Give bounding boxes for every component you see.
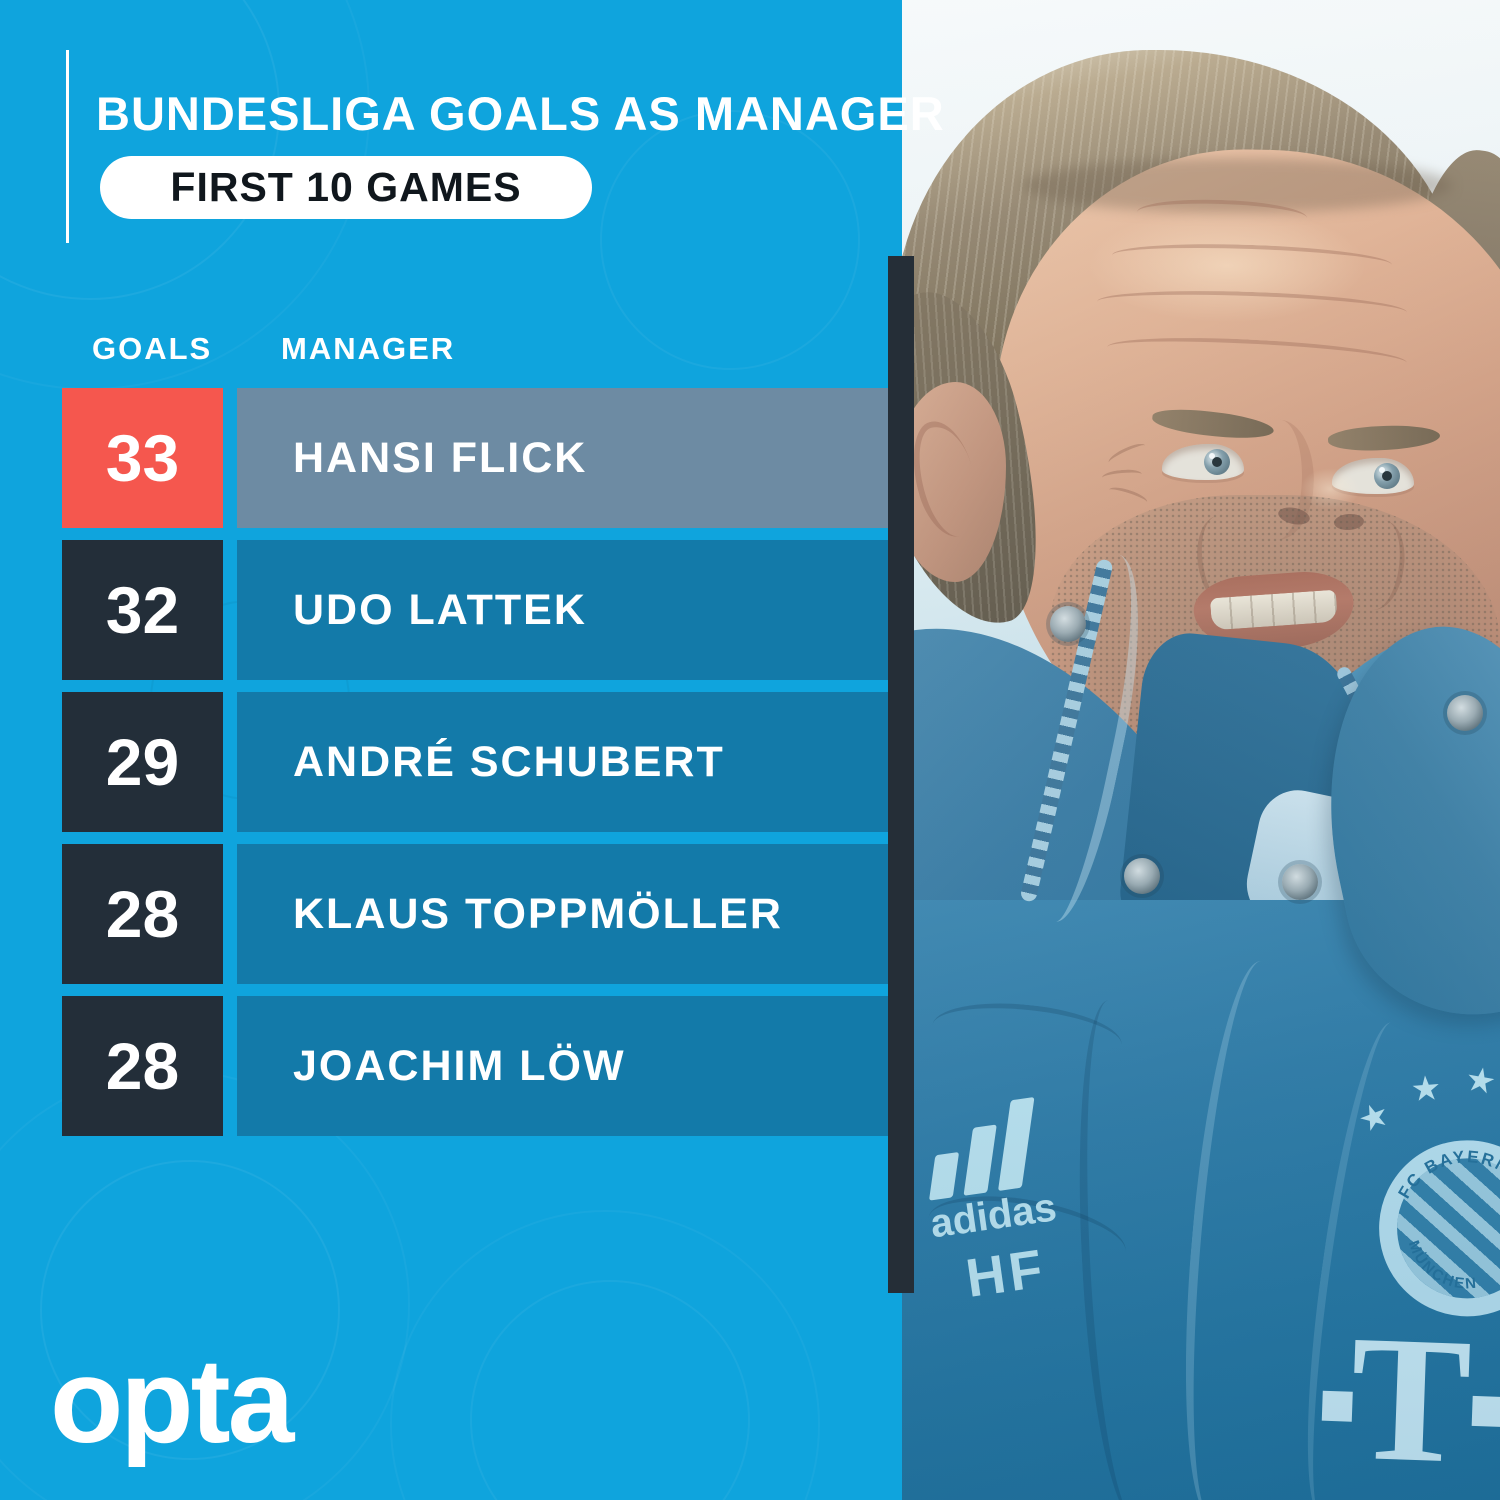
photo-ear (902, 382, 1006, 582)
photo-teeth (1209, 589, 1338, 631)
goals-value-box: 33 (62, 388, 223, 528)
subtitle-badge: FIRST 10 GAMES (100, 156, 592, 219)
goals-value: 28 (105, 1029, 180, 1103)
adidas-stripe-icon (963, 1124, 997, 1196)
photo-nose-highlight (1300, 468, 1360, 510)
manager-name: KLAUS TOPPMÖLLER (293, 889, 783, 938)
photo-forehead-highlight (1087, 208, 1367, 323)
goals-value-box: 28 (62, 844, 223, 984)
goals-value: 28 (105, 877, 180, 951)
column-header-goals: GOALS (92, 331, 213, 366)
goals-value: 32 (105, 573, 180, 647)
manager-name-bar: ANDRÉ SCHUBERT (237, 692, 888, 832)
opta-logo: opta (50, 1334, 294, 1468)
photo-eye-glint (1209, 453, 1215, 459)
photo-snap-button (1282, 864, 1318, 900)
manager-name: JOACHIM LÖW (293, 1041, 626, 1090)
photo-hairline-shadow (1022, 158, 1452, 213)
photo-pupil (1382, 471, 1392, 481)
goals-value-box: 29 (62, 692, 223, 832)
decorative-ring (600, 110, 860, 370)
manager-initials: HF (962, 1238, 1050, 1309)
photo-edge-bar (888, 256, 914, 1293)
telekom-dot-icon (1321, 1390, 1353, 1422)
telekom-logo: T (1319, 1298, 1500, 1500)
photo-iris (1374, 463, 1400, 489)
photo-snap-button (1447, 695, 1483, 731)
decorative-ring (390, 1210, 820, 1500)
adidas-stripe-icon (928, 1152, 960, 1201)
svg-text:MÜNCHEN: MÜNCHEN (1402, 1237, 1482, 1293)
svg-text:FC BAYERN: FC BAYERN (1394, 1142, 1500, 1209)
manager-name-bar: KLAUS TOPPMÖLLER (237, 844, 888, 984)
manager-name: UDO LATTEK (293, 585, 587, 634)
manager-name-bar: JOACHIM LÖW (237, 996, 888, 1136)
page-title: BUNDESLIGA GOALS AS MANAGER (96, 87, 945, 140)
table-row: 28 JOACHIM LÖW (0, 996, 900, 1136)
telekom-t: T (1347, 1297, 1475, 1500)
table-row: 28 KLAUS TOPPMÖLLER (0, 844, 900, 984)
table-row: 32 UDO LATTEK (0, 540, 900, 680)
goals-value: 29 (105, 725, 180, 799)
photo-eye (1162, 444, 1244, 480)
photo-eye-glint (1379, 467, 1385, 473)
title-accent-line (66, 50, 69, 243)
adidas-logo: adidas HF (916, 1081, 1124, 1319)
bayern-crest-text: FC BAYERN MÜNCHEN (1394, 1142, 1500, 1293)
manager-name: HANSI FLICK (293, 433, 588, 482)
table-row: 33 HANSI FLICK (0, 388, 900, 528)
manager-name-bar: HANSI FLICK (237, 388, 888, 528)
manager-name: ANDRÉ SCHUBERT (293, 737, 725, 786)
subtitle-badge-label: FIRST 10 GAMES (170, 164, 522, 210)
adidas-stripe-icon (997, 1096, 1035, 1191)
column-header-manager: MANAGER (281, 331, 456, 366)
goals-table: 33 HANSI FLICK 32 UDO LATTEK 29 ANDRÉ SC… (0, 388, 900, 1148)
telekom-dot-icon (1471, 1395, 1500, 1427)
manager-name-bar: UDO LATTEK (237, 540, 888, 680)
photo-ear-detail (902, 414, 989, 544)
star-icon: ★ (1409, 1069, 1443, 1110)
goals-value: 33 (105, 421, 180, 495)
bayern-crest: ★ ★ ★ ★ FC BAYERN MÜNCHEN (1345, 1045, 1500, 1330)
goals-value-box: 32 (62, 540, 223, 680)
goals-value-box: 28 (62, 996, 223, 1136)
photo-pupil (1212, 457, 1222, 467)
photo-snap-button (1050, 606, 1086, 642)
photo-snap-button (1124, 858, 1160, 894)
photo-iris (1204, 449, 1230, 475)
table-row: 29 ANDRÉ SCHUBERT (0, 692, 900, 832)
manager-photo: adidas HF ★ ★ ★ ★ FC BAYERN MÜNCHEN (902, 0, 1500, 1500)
star-icon: ★ (1462, 1059, 1499, 1103)
